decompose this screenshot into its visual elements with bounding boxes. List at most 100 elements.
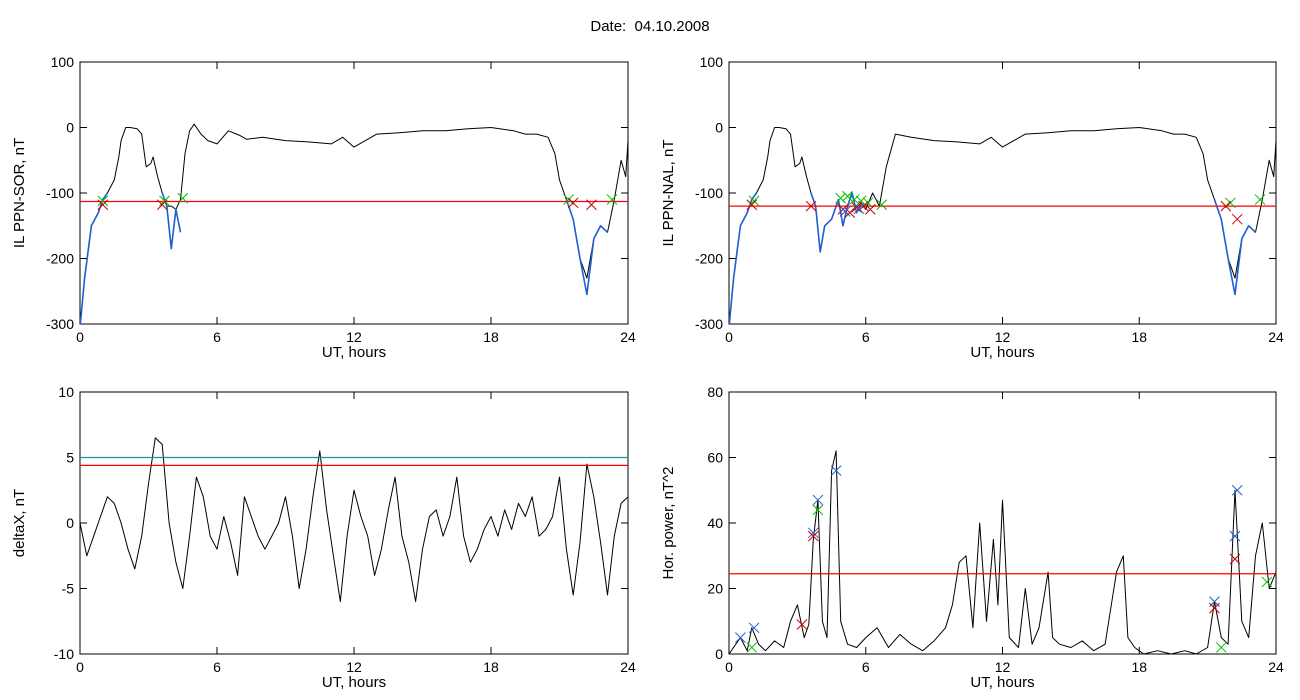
y-axis-label: deltaX, nT — [11, 489, 28, 557]
cross-marker — [97, 199, 109, 211]
cross-marker — [812, 494, 824, 506]
y-tick-label: 0 — [715, 120, 723, 136]
x-tick-label: 18 — [1131, 659, 1147, 675]
cross-marker — [835, 192, 847, 204]
cross-marker-stroke — [97, 195, 109, 207]
y-tick-label: -200 — [695, 251, 723, 267]
x-tick-label: 18 — [483, 659, 499, 675]
cross-marker-stroke — [567, 197, 579, 209]
cross-marker — [796, 619, 808, 630]
cross-marker-stroke — [606, 194, 618, 205]
y-tick-label: 0 — [66, 515, 74, 531]
cross-marker — [805, 200, 817, 212]
cross-marker-stroke — [853, 203, 865, 215]
cross-marker — [1254, 194, 1266, 205]
cross-marker-stroke — [1225, 197, 1236, 209]
cross-marker — [1225, 197, 1236, 209]
cross-marker-stroke — [835, 192, 847, 204]
x-tick-label: 6 — [862, 329, 870, 345]
cross-marker-stroke — [812, 494, 824, 506]
x-tick-label: 18 — [483, 329, 499, 345]
y-tick-label: 100 — [700, 54, 724, 70]
y-tick-label: 80 — [707, 384, 723, 400]
cross-marker — [807, 527, 819, 539]
x-tick-label: 0 — [76, 659, 84, 675]
cross-marker-stroke — [862, 197, 874, 209]
chart-il-ppn-nal: 0 6 12 18 24 -300 -200 -100 0 100 UT, hours IL PPN-… — [660, 54, 1284, 361]
series-line — [1213, 199, 1257, 296]
y-tick-label: -5 — [62, 581, 75, 597]
cross-marker-stroke — [1231, 484, 1243, 496]
cross-marker-stroke — [748, 622, 760, 634]
x-tick-label: 0 — [725, 329, 733, 345]
cross-marker-stroke — [1261, 576, 1273, 588]
y-tick-label: -300 — [695, 316, 723, 332]
cross-marker-stroke — [849, 194, 860, 205]
x-axis-label: UT, hours — [322, 344, 386, 361]
cross-marker-stroke — [1229, 553, 1241, 565]
x-tick-label: 24 — [620, 329, 636, 345]
x-tick-label: 12 — [995, 659, 1011, 675]
cross-marker — [567, 197, 579, 209]
y-tick-label: -300 — [46, 316, 74, 332]
cross-marker — [807, 530, 819, 542]
cross-marker — [177, 192, 189, 204]
x-tick-label: 12 — [346, 329, 362, 345]
cross-marker — [586, 199, 597, 211]
y-tick-label: 60 — [707, 450, 723, 466]
cross-marker-stroke — [805, 200, 817, 212]
cross-marker — [97, 195, 109, 207]
series-line — [80, 123, 628, 324]
cross-marker-stroke — [1254, 194, 1266, 205]
cross-marker-stroke — [812, 504, 824, 516]
y-tick-label: 40 — [707, 515, 723, 531]
x-tick-label: 12 — [346, 659, 362, 675]
figure-title: Date: 04.10.2008 — [590, 18, 710, 35]
chart-il-ppn-sor: 0 6 12 18 24 -300 -200 -100 0 100 UT, hours IL PPN-… — [11, 54, 636, 361]
series-line — [565, 199, 609, 296]
y-tick-label: 20 — [707, 581, 723, 597]
plot-area — [80, 437, 628, 603]
cross-marker-stroke — [864, 204, 876, 215]
series-line — [80, 437, 628, 603]
cross-marker — [1215, 642, 1227, 653]
cross-marker-stroke — [839, 205, 851, 217]
y-axis-label: IL PPN-NAL, nT — [660, 140, 677, 247]
cross-marker — [1209, 602, 1220, 614]
series-line — [729, 450, 1276, 654]
cross-marker-stroke — [586, 199, 597, 211]
plot-area — [729, 127, 1276, 324]
y-tick-label: -100 — [695, 185, 723, 201]
x-axis-label: UT, hours — [970, 674, 1034, 691]
cross-marker — [864, 204, 876, 215]
y-tick-label: -200 — [46, 251, 74, 267]
series-line — [729, 127, 1276, 324]
cross-marker — [735, 632, 746, 643]
cross-marker-stroke — [830, 465, 842, 476]
series-line — [810, 192, 867, 253]
cross-marker-stroke — [1231, 213, 1243, 225]
cross-marker-stroke — [851, 202, 862, 213]
cross-marker-stroke — [563, 194, 574, 205]
x-tick-label: 6 — [862, 659, 870, 675]
cross-marker-stroke — [1220, 200, 1232, 212]
x-tick-label: 6 — [213, 659, 221, 675]
y-tick-label: 5 — [66, 450, 74, 466]
cross-marker-stroke — [807, 527, 819, 539]
y-tick-label: -100 — [46, 185, 74, 201]
cross-marker — [851, 202, 862, 213]
cross-marker — [156, 199, 168, 211]
cross-marker — [606, 194, 618, 205]
x-tick-label: 0 — [725, 659, 733, 675]
x-tick-label: 24 — [1268, 659, 1284, 675]
cross-marker-stroke — [842, 190, 853, 202]
cross-marker — [842, 190, 853, 202]
cross-marker — [748, 622, 760, 634]
cross-marker — [876, 199, 888, 211]
cross-marker — [849, 194, 860, 205]
cross-marker-stroke — [1209, 602, 1220, 614]
cross-marker-stroke — [735, 632, 746, 643]
x-tick-label: 12 — [995, 329, 1011, 345]
chart-hor-power: 0 6 12 18 24 0 20 40 60 80 UT, hours Hor. power, nT… — [660, 384, 1284, 691]
